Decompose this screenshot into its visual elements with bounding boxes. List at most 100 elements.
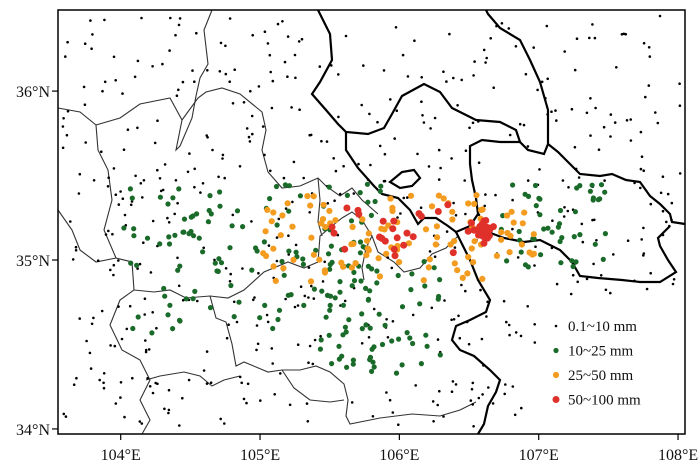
station-point-light — [443, 299, 446, 302]
station-point-light — [402, 196, 406, 200]
station-point-light — [487, 386, 490, 389]
station-point-moderate — [286, 248, 292, 254]
station-point-light — [188, 152, 191, 155]
station-point-light — [393, 137, 397, 140]
station-point-light — [163, 163, 167, 166]
station-point-moderate — [404, 330, 410, 336]
station-point-moderate — [275, 316, 281, 323]
station-point-light — [532, 46, 535, 49]
station-point-light — [573, 145, 577, 149]
station-point-light — [123, 213, 127, 217]
station-point-moderate — [129, 195, 135, 201]
station-point-moderate — [541, 226, 547, 232]
station-point-moderate — [327, 307, 333, 313]
station-point-light — [625, 119, 629, 122]
station-point-light — [241, 267, 244, 270]
station-point-light — [550, 246, 554, 250]
station-point-light — [343, 299, 347, 303]
station-point-moderate — [571, 234, 577, 240]
station-point-light — [484, 193, 487, 196]
station-point-light — [430, 306, 434, 310]
station-point-light — [65, 133, 69, 137]
station-point-heavy — [440, 195, 447, 202]
station-point-light — [465, 320, 469, 324]
station-point-moderate — [399, 362, 405, 368]
station-point-light — [360, 103, 364, 107]
station-point-light — [309, 133, 313, 137]
station-point-light — [372, 307, 376, 311]
legend-label: 10~25 mm — [568, 344, 634, 360]
station-point-light — [131, 376, 134, 380]
station-point-moderate — [559, 235, 565, 241]
station-point-light — [134, 174, 137, 178]
station-point-light — [386, 336, 390, 339]
station-point-light — [249, 89, 252, 93]
station-point-light — [538, 168, 541, 171]
station-point-light — [580, 222, 584, 226]
station-point-light — [291, 200, 294, 204]
station-point-light — [511, 385, 515, 388]
station-point-heavy — [363, 252, 370, 259]
station-point-light — [448, 32, 451, 36]
station-point-light — [245, 401, 248, 405]
legend-marker — [553, 347, 559, 354]
station-point-light — [176, 201, 179, 205]
station-point-light — [257, 271, 260, 275]
county-boundary — [209, 295, 477, 425]
station-point-light — [396, 216, 399, 219]
station-point-light — [74, 245, 78, 249]
station-point-light — [144, 350, 148, 354]
station-point-moderate — [339, 353, 345, 359]
station-point-light — [464, 212, 467, 216]
station-point-heavy — [473, 192, 480, 199]
station-point-light — [639, 130, 643, 134]
station-point-light — [151, 219, 155, 223]
station-point-moderate — [359, 311, 365, 317]
station-point-light — [306, 420, 310, 423]
station-point-light — [352, 192, 356, 195]
station-point-light — [526, 145, 530, 148]
station-point-moderate — [509, 182, 516, 188]
station-point-light — [106, 185, 110, 188]
station-point-light — [593, 218, 596, 222]
station-point-severe — [449, 249, 457, 257]
station-point-moderate — [328, 243, 334, 249]
station-point-moderate — [537, 196, 543, 202]
station-point-moderate — [369, 368, 375, 374]
station-point-heavy — [307, 202, 314, 209]
station-point-light — [545, 24, 549, 28]
station-point-heavy — [326, 207, 333, 214]
station-point-moderate — [424, 343, 430, 349]
station-point-light — [445, 80, 448, 83]
station-point-light — [250, 114, 254, 118]
station-point-light — [154, 381, 157, 385]
station-point-light — [563, 206, 566, 209]
station-point-moderate — [157, 194, 163, 200]
station-point-light — [454, 383, 458, 386]
station-point-moderate — [227, 245, 233, 251]
station-point-light — [143, 297, 147, 301]
station-point-moderate — [437, 277, 443, 283]
legend-marker — [552, 396, 560, 403]
station-point-moderate — [218, 260, 225, 266]
station-point-light — [275, 236, 279, 239]
station-point-moderate — [549, 229, 555, 235]
station-point-heavy — [318, 220, 325, 227]
station-point-light — [148, 385, 152, 388]
station-point-heavy — [518, 241, 526, 248]
station-point-moderate — [367, 354, 374, 360]
station-point-heavy — [364, 237, 371, 244]
station-point-light — [452, 76, 455, 80]
station-point-light — [284, 297, 287, 301]
station-point-severe — [381, 237, 389, 245]
station-point-light — [139, 182, 143, 185]
station-point-moderate — [374, 280, 380, 286]
station-point-moderate — [165, 201, 171, 207]
station-point-moderate — [344, 192, 350, 198]
station-point-heavy — [365, 230, 372, 237]
station-point-light — [167, 388, 171, 392]
station-point-moderate — [545, 225, 551, 231]
station-point-moderate — [190, 233, 197, 239]
station-point-heavy — [290, 256, 297, 263]
county-boundary — [145, 371, 241, 387]
